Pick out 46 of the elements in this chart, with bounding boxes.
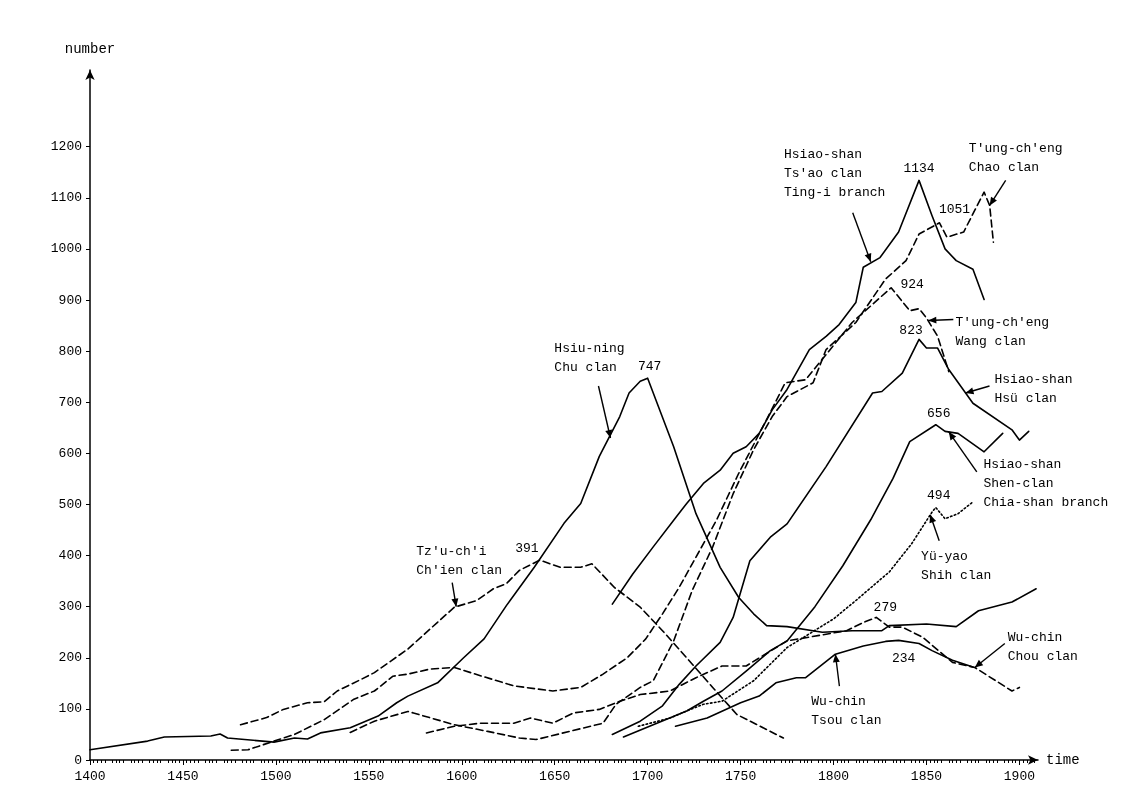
x-tick-label: 1800 <box>817 769 850 784</box>
annotation: Hsiao-shan Hsü clan <box>994 372 1073 407</box>
x-tick-label: 1850 <box>910 769 943 784</box>
y-tick-label: 1200 <box>50 139 82 155</box>
annotation: Hsiao-shan Shen-clan Chia-shan branch <box>983 457 1109 511</box>
annotation: 823 <box>899 322 923 338</box>
y-tick-label: 600 <box>58 445 82 461</box>
annotation: Yü-yao Shih clan <box>921 548 992 583</box>
x-axis-title: time <box>1046 752 1080 768</box>
y-axis-title: number <box>64 41 116 57</box>
x-tick-label: 1900 <box>1003 769 1036 784</box>
y-tick-label: 900 <box>58 292 82 308</box>
annotation: 747 <box>637 358 662 374</box>
y-tick-label: 500 <box>58 496 82 512</box>
annotation: Hsiu-ning Chu clan <box>554 341 625 375</box>
annotation: 279 <box>873 599 897 615</box>
x-tick-label: 1500 <box>260 769 292 784</box>
y-tick-label: 400 <box>58 548 82 564</box>
y-tick-label: 300 <box>58 599 82 615</box>
annotation: 391 <box>515 540 539 556</box>
annotation: 1051 <box>938 202 971 218</box>
x-tick-label: 1650 <box>539 769 571 784</box>
annotation: 656 <box>927 406 951 422</box>
x-tick-label: 1750 <box>724 769 757 784</box>
y-tick-label: 700 <box>58 394 82 410</box>
y-tick-label: 100 <box>58 701 82 717</box>
x-tick-label: 1450 <box>167 769 199 784</box>
annotation: 924 <box>900 277 925 293</box>
annotation: Tz'u-ch'i Ch'ien clan <box>416 543 503 578</box>
y-tick-label: 1100 <box>50 190 82 206</box>
annotation: 234 <box>891 650 916 666</box>
annotation: 494 <box>927 488 951 504</box>
x-tick-label: 1400 <box>74 769 106 784</box>
annotation: T'ung-ch'eng Chao clan <box>968 141 1063 176</box>
y-tick-label: 1000 <box>50 241 82 257</box>
annotation: Hsiao-shan Ts'ao clan Ting-i branch <box>784 147 886 201</box>
annotation: Wu-chin Tsou clan <box>811 694 882 729</box>
y-tick-label: 0 <box>74 752 82 768</box>
x-tick-label: 1700 <box>632 769 664 784</box>
annotation: Wu-chin Chou clan <box>1007 630 1078 665</box>
y-tick-label: 800 <box>58 343 82 359</box>
annotation: 1134 <box>903 160 935 176</box>
y-tick-label: 200 <box>58 650 82 666</box>
x-tick-label: 1600 <box>446 769 478 784</box>
x-tick-label: 1550 <box>353 769 385 784</box>
annotation: T'ung-ch'eng Wang clan <box>955 315 1050 350</box>
